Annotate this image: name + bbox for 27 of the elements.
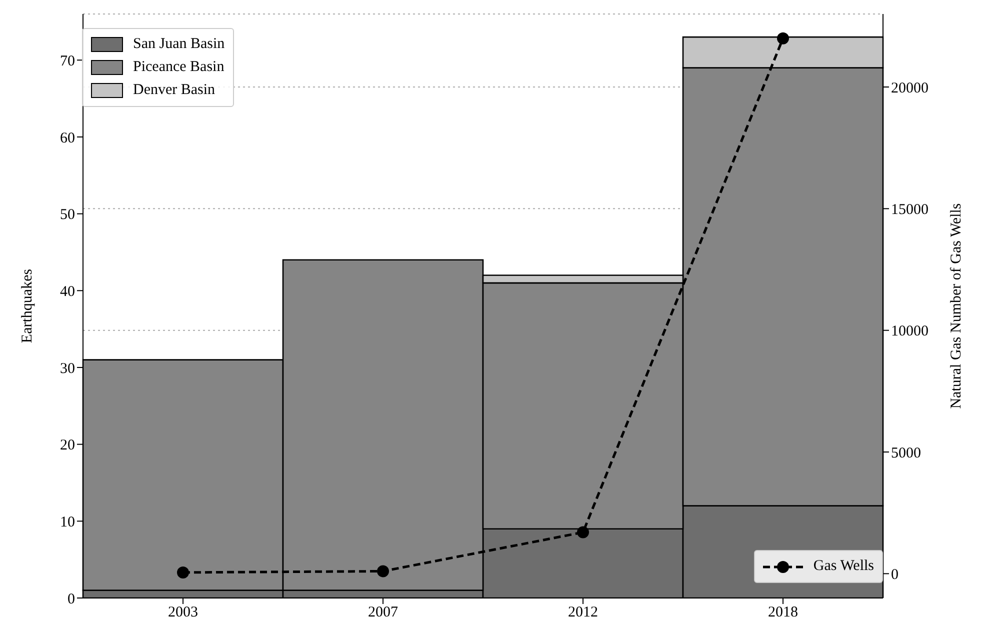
x-tick-label: 2003: [168, 604, 198, 621]
y-tick-label: 70: [60, 53, 75, 70]
y-tick-label: 20: [60, 438, 75, 454]
x-tick-label: 2012: [568, 604, 598, 621]
point: [177, 566, 189, 578]
legend-label: Piceance Basin: [133, 59, 224, 76]
y-tick-label: 50: [60, 207, 75, 224]
y-tick-label: 0: [68, 591, 75, 608]
y-tick-label: 60: [60, 130, 75, 146]
point: [577, 526, 589, 538]
legend-label: San Juan Basin: [133, 36, 225, 53]
y2-tick-label: 10000: [891, 324, 928, 340]
y-tick-label: 40: [60, 284, 75, 300]
y-tick-label: 10: [60, 514, 75, 530]
x-tick-label: 2018: [768, 604, 798, 621]
y2-tick-label: 20000: [891, 80, 928, 96]
y-axis-title: Earthquakes: [19, 268, 36, 344]
y2-tick-label: 15000: [891, 202, 928, 218]
x-tick-label: 2007: [368, 604, 398, 621]
y2-axis-title: Natural Gas Number of Gas Wells: [948, 203, 964, 409]
legend-label: Denver Basin: [133, 82, 216, 99]
y2-tick-label: 5000: [891, 445, 921, 462]
y2-tick-label: 0: [891, 566, 898, 583]
point: [777, 32, 789, 44]
y-tick-label: 30: [60, 360, 75, 377]
point: [377, 565, 389, 578]
legend-label: Gas Wells: [813, 558, 874, 575]
